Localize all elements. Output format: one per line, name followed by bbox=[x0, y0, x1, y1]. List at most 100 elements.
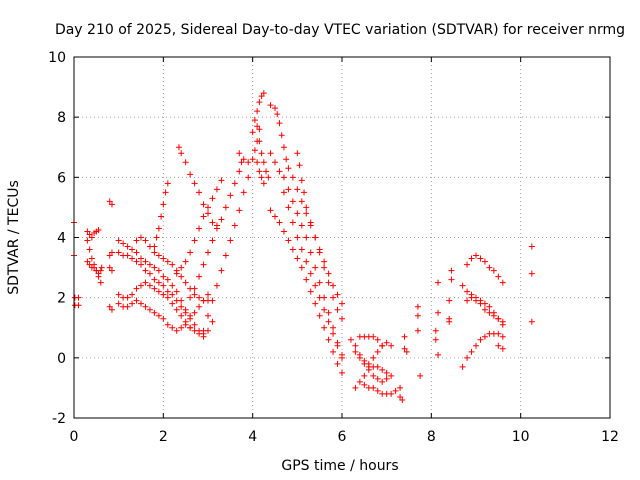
series-rise-3 bbox=[187, 159, 245, 301]
data-point bbox=[182, 159, 189, 166]
data-point bbox=[316, 279, 323, 286]
data-point bbox=[307, 288, 314, 295]
data-point bbox=[213, 222, 220, 229]
data-point bbox=[231, 180, 238, 187]
data-point bbox=[258, 174, 265, 181]
data-point bbox=[160, 255, 167, 262]
data-point bbox=[142, 279, 149, 286]
data-point bbox=[401, 333, 408, 340]
data-point bbox=[303, 234, 310, 241]
data-point bbox=[178, 324, 185, 331]
data-point bbox=[473, 297, 479, 304]
data-point bbox=[495, 330, 502, 337]
data-point bbox=[448, 276, 455, 283]
data-point bbox=[138, 282, 144, 289]
data-point bbox=[258, 150, 265, 157]
data-point bbox=[289, 198, 296, 205]
data-point bbox=[191, 321, 198, 328]
data-point bbox=[182, 258, 189, 265]
series-rise-1 bbox=[151, 180, 171, 250]
data-point bbox=[499, 318, 506, 325]
data-point bbox=[146, 306, 153, 313]
data-point bbox=[97, 267, 104, 274]
series-fall-5 bbox=[280, 189, 345, 361]
x-tick-label: 6 bbox=[338, 429, 347, 445]
data-point bbox=[486, 309, 493, 316]
data-point bbox=[370, 372, 377, 379]
data-point bbox=[435, 309, 442, 316]
data-point bbox=[155, 267, 162, 274]
data-point bbox=[124, 294, 131, 301]
data-point bbox=[334, 306, 341, 313]
data-point bbox=[173, 327, 180, 334]
data-point bbox=[222, 204, 229, 211]
data-point bbox=[285, 165, 292, 172]
data-point bbox=[365, 360, 372, 367]
data-point bbox=[316, 249, 323, 256]
data-point bbox=[200, 261, 207, 268]
data-point bbox=[276, 168, 283, 175]
data-point bbox=[356, 378, 363, 385]
data-point bbox=[446, 297, 453, 304]
data-point bbox=[260, 159, 267, 166]
data-point bbox=[298, 264, 305, 271]
data-point bbox=[151, 264, 158, 271]
data-point bbox=[160, 282, 167, 289]
series-arc-late-3 bbox=[459, 330, 506, 370]
data-point bbox=[75, 294, 82, 301]
data-point bbox=[115, 300, 122, 307]
data-point bbox=[95, 270, 102, 277]
data-point bbox=[129, 255, 136, 262]
data-point bbox=[303, 276, 310, 283]
data-point bbox=[263, 168, 270, 175]
data-point bbox=[294, 255, 301, 262]
data-point bbox=[254, 123, 261, 130]
data-point bbox=[106, 303, 113, 310]
data-point bbox=[339, 300, 345, 307]
data-point bbox=[84, 237, 91, 244]
data-point bbox=[205, 291, 211, 298]
data-point bbox=[218, 267, 225, 274]
data-point bbox=[142, 237, 149, 244]
data-point bbox=[254, 108, 261, 115]
data-point bbox=[175, 144, 182, 151]
data-point bbox=[298, 198, 305, 205]
data-point bbox=[468, 348, 475, 355]
x-tick-label: 0 bbox=[70, 429, 79, 445]
data-point bbox=[169, 261, 176, 268]
data-point bbox=[330, 348, 337, 355]
data-point bbox=[106, 264, 113, 271]
data-point bbox=[164, 258, 171, 265]
data-point bbox=[151, 276, 158, 283]
data-point bbox=[307, 219, 314, 226]
data-point bbox=[272, 105, 278, 112]
data-point bbox=[499, 279, 506, 286]
data-point bbox=[256, 99, 263, 106]
data-point bbox=[124, 243, 131, 250]
data-point bbox=[196, 303, 203, 310]
data-point bbox=[187, 249, 194, 256]
data-point bbox=[392, 387, 399, 394]
data-point bbox=[289, 219, 296, 226]
data-point bbox=[182, 279, 189, 286]
y-tick-label: 2 bbox=[57, 291, 66, 307]
data-point bbox=[196, 330, 203, 337]
data-point bbox=[307, 270, 314, 277]
series-arc-late-2 bbox=[459, 282, 506, 328]
data-point bbox=[178, 264, 185, 271]
data-point bbox=[473, 252, 479, 259]
y-tick-label: 6 bbox=[57, 170, 66, 186]
data-point bbox=[330, 282, 337, 289]
data-point bbox=[84, 228, 91, 235]
y-tick-label: 8 bbox=[57, 110, 66, 126]
data-point bbox=[251, 117, 258, 124]
data-point bbox=[464, 354, 471, 361]
data-point bbox=[160, 273, 167, 280]
y-axis-label: SDTVAR / TECUs bbox=[6, 180, 22, 295]
data-point bbox=[468, 255, 475, 262]
data-point bbox=[468, 294, 475, 301]
data-point bbox=[301, 189, 308, 196]
data-point bbox=[414, 327, 421, 334]
data-point bbox=[370, 384, 377, 391]
data-point bbox=[91, 264, 98, 271]
